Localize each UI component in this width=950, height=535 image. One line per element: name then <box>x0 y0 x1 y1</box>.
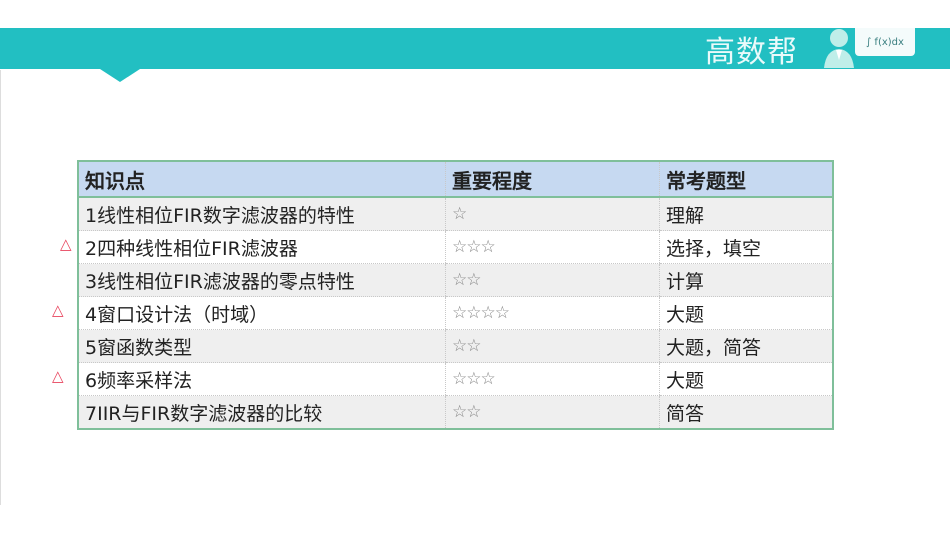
col-topic: 知识点 <box>78 161 446 198</box>
question-type-cell: 大题 <box>659 296 833 330</box>
importance-stars: ☆☆ <box>445 329 660 363</box>
importance-stars: ☆☆☆ <box>445 230 660 264</box>
table-row: 7IIR与FIR数字滤波器的比较 ☆☆ 简答 <box>78 395 833 430</box>
question-type-cell: 大题 <box>659 362 833 396</box>
brand-logo: 高数帮 <box>705 35 798 70</box>
col-type: 常考题型 <box>659 161 833 198</box>
table-header: 知识点 重要程度 常考题型 <box>78 161 833 198</box>
topic-cell: 2四种线性相位FIR滤波器 <box>78 230 446 264</box>
teacher-icon <box>824 29 854 68</box>
importance-stars: ☆ <box>445 197 660 231</box>
question-type-cell: 理解 <box>659 197 833 231</box>
topic-cell: 5窗函数类型 <box>78 329 446 363</box>
knowledge-table: 知识点 重要程度 常考题型 1线性相位FIR数字滤波器的特性 ☆ 理解 2四种线性… <box>77 160 834 430</box>
importance-stars: ☆☆☆ <box>445 362 660 396</box>
formula-board: ∫ f(x)dx <box>855 28 915 56</box>
table-row: 6频率采样法 ☆☆☆ 大题 <box>78 362 833 396</box>
topic-cell: 3线性相位FIR滤波器的零点特性 <box>78 263 446 297</box>
triangle-mark-icon: △ <box>52 367 64 385</box>
importance-stars: ☆☆☆☆ <box>445 296 660 330</box>
triangle-mark-icon: △ <box>60 235 72 253</box>
importance-stars: ☆☆ <box>445 263 660 297</box>
question-type-cell: 计算 <box>659 263 833 297</box>
banner-notch <box>100 69 140 82</box>
importance-stars: ☆☆ <box>445 395 660 430</box>
topic-cell: 6频率采样法 <box>78 362 446 396</box>
topic-cell: 1线性相位FIR数字滤波器的特性 <box>78 197 446 231</box>
table-row: 4窗口设计法（时域） ☆☆☆☆ 大题 <box>78 296 833 330</box>
col-importance: 重要程度 <box>445 161 660 198</box>
question-type-cell: 简答 <box>659 395 833 430</box>
table-row: 1线性相位FIR数字滤波器的特性 ☆ 理解 <box>78 197 833 231</box>
question-type-cell: 大题，简答 <box>659 329 833 363</box>
table-row: 2四种线性相位FIR滤波器 ☆☆☆ 选择，填空 <box>78 230 833 264</box>
question-type-cell: 选择，填空 <box>659 230 833 264</box>
topic-cell: 4窗口设计法（时域） <box>78 296 446 330</box>
table-row: 3线性相位FIR滤波器的零点特性 ☆☆ 计算 <box>78 263 833 297</box>
topic-cell: 7IIR与FIR数字滤波器的比较 <box>78 395 446 430</box>
header-banner <box>0 28 950 69</box>
triangle-mark-icon: △ <box>52 301 64 319</box>
table-row: 5窗函数类型 ☆☆ 大题，简答 <box>78 329 833 363</box>
page-edge <box>0 70 1 505</box>
